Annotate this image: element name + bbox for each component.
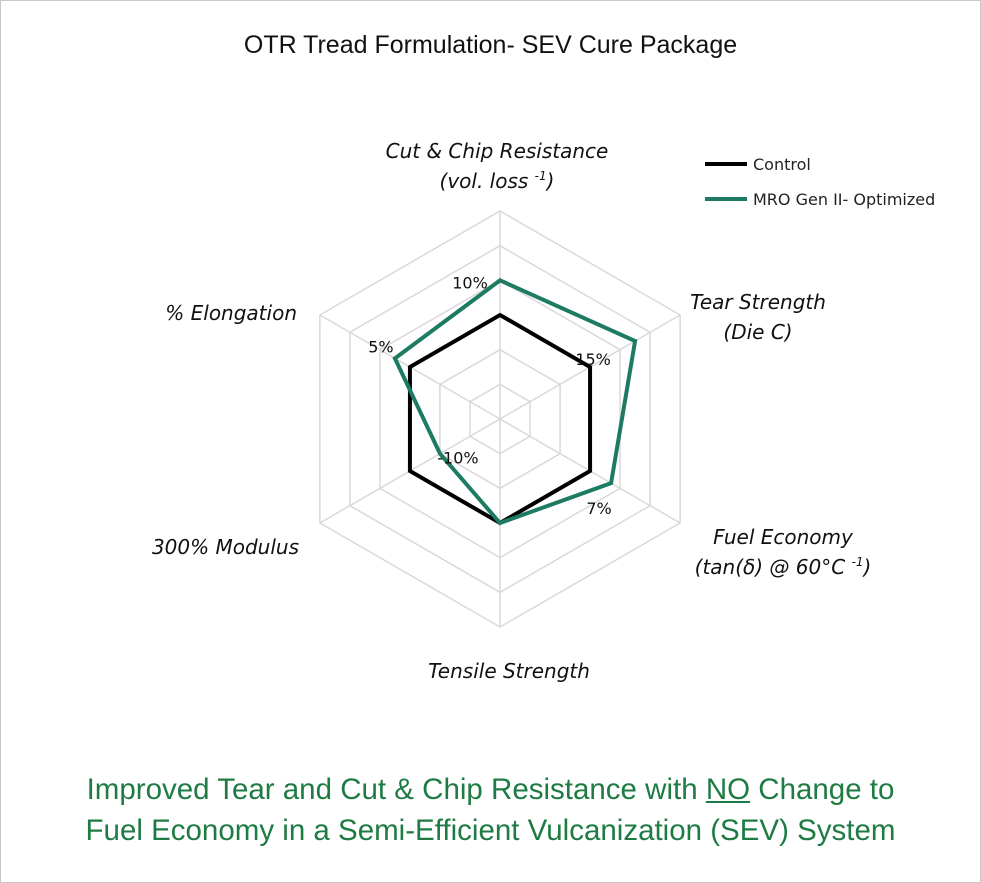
axis-label-3: Tensile Strength [428, 659, 590, 683]
axis-label-5: % Elongation [165, 301, 297, 325]
footer-line-1-start: Improved Tear and Cut & Chip Resistance … [86, 773, 706, 806]
point-label-5: 5% [368, 337, 393, 356]
legend: Control MRO Gen II- Optimized [705, 153, 935, 223]
footer-line-1-end: Change to [750, 773, 895, 806]
radar-grid [319, 210, 681, 628]
radar-chart: Cut & Chip Resistance (vol. loss -1) Tear … [152, 139, 872, 683]
legend-swatch-control [705, 162, 747, 166]
point-label-2: 7% [586, 499, 611, 518]
axis-label-0: Cut & Chip Resistance (vol. loss -1) [386, 139, 609, 193]
legend-item-mro: MRO Gen II- Optimized [705, 188, 935, 210]
axis-label-2: Fuel Economy (tan(δ) @ 60°C -1) [695, 525, 872, 579]
legend-label-mro: MRO Gen II- Optimized [753, 189, 936, 209]
axis-label-4: 300% Modulus [152, 535, 299, 559]
axis-label-1: Tear Strength (Die C) [690, 290, 826, 344]
radar-point-labels: 10% 15% 7% -10% 5% [368, 273, 612, 518]
point-label-4: -10% [437, 449, 478, 468]
footer-line-1: Improved Tear and Cut & Chip Resistance … [1, 769, 980, 810]
footer-emphasis: NO [705, 773, 751, 806]
chart-title: OTR Tread Formulation- SEV Cure Package [243, 31, 738, 59]
footer-caption: Improved Tear and Cut & Chip Resistance … [1, 769, 980, 851]
point-label-0: 10% [452, 273, 488, 292]
series-line-1 [392, 278, 638, 526]
legend-item-control: Control [705, 153, 935, 175]
point-label-1: 15% [575, 350, 611, 369]
legend-label-control: Control [753, 154, 811, 174]
footer-line-2: Fuel Economy in a Semi-Efficient Vulcani… [85, 814, 896, 847]
legend-swatch-mro [705, 197, 747, 201]
radar-series [392, 278, 638, 526]
